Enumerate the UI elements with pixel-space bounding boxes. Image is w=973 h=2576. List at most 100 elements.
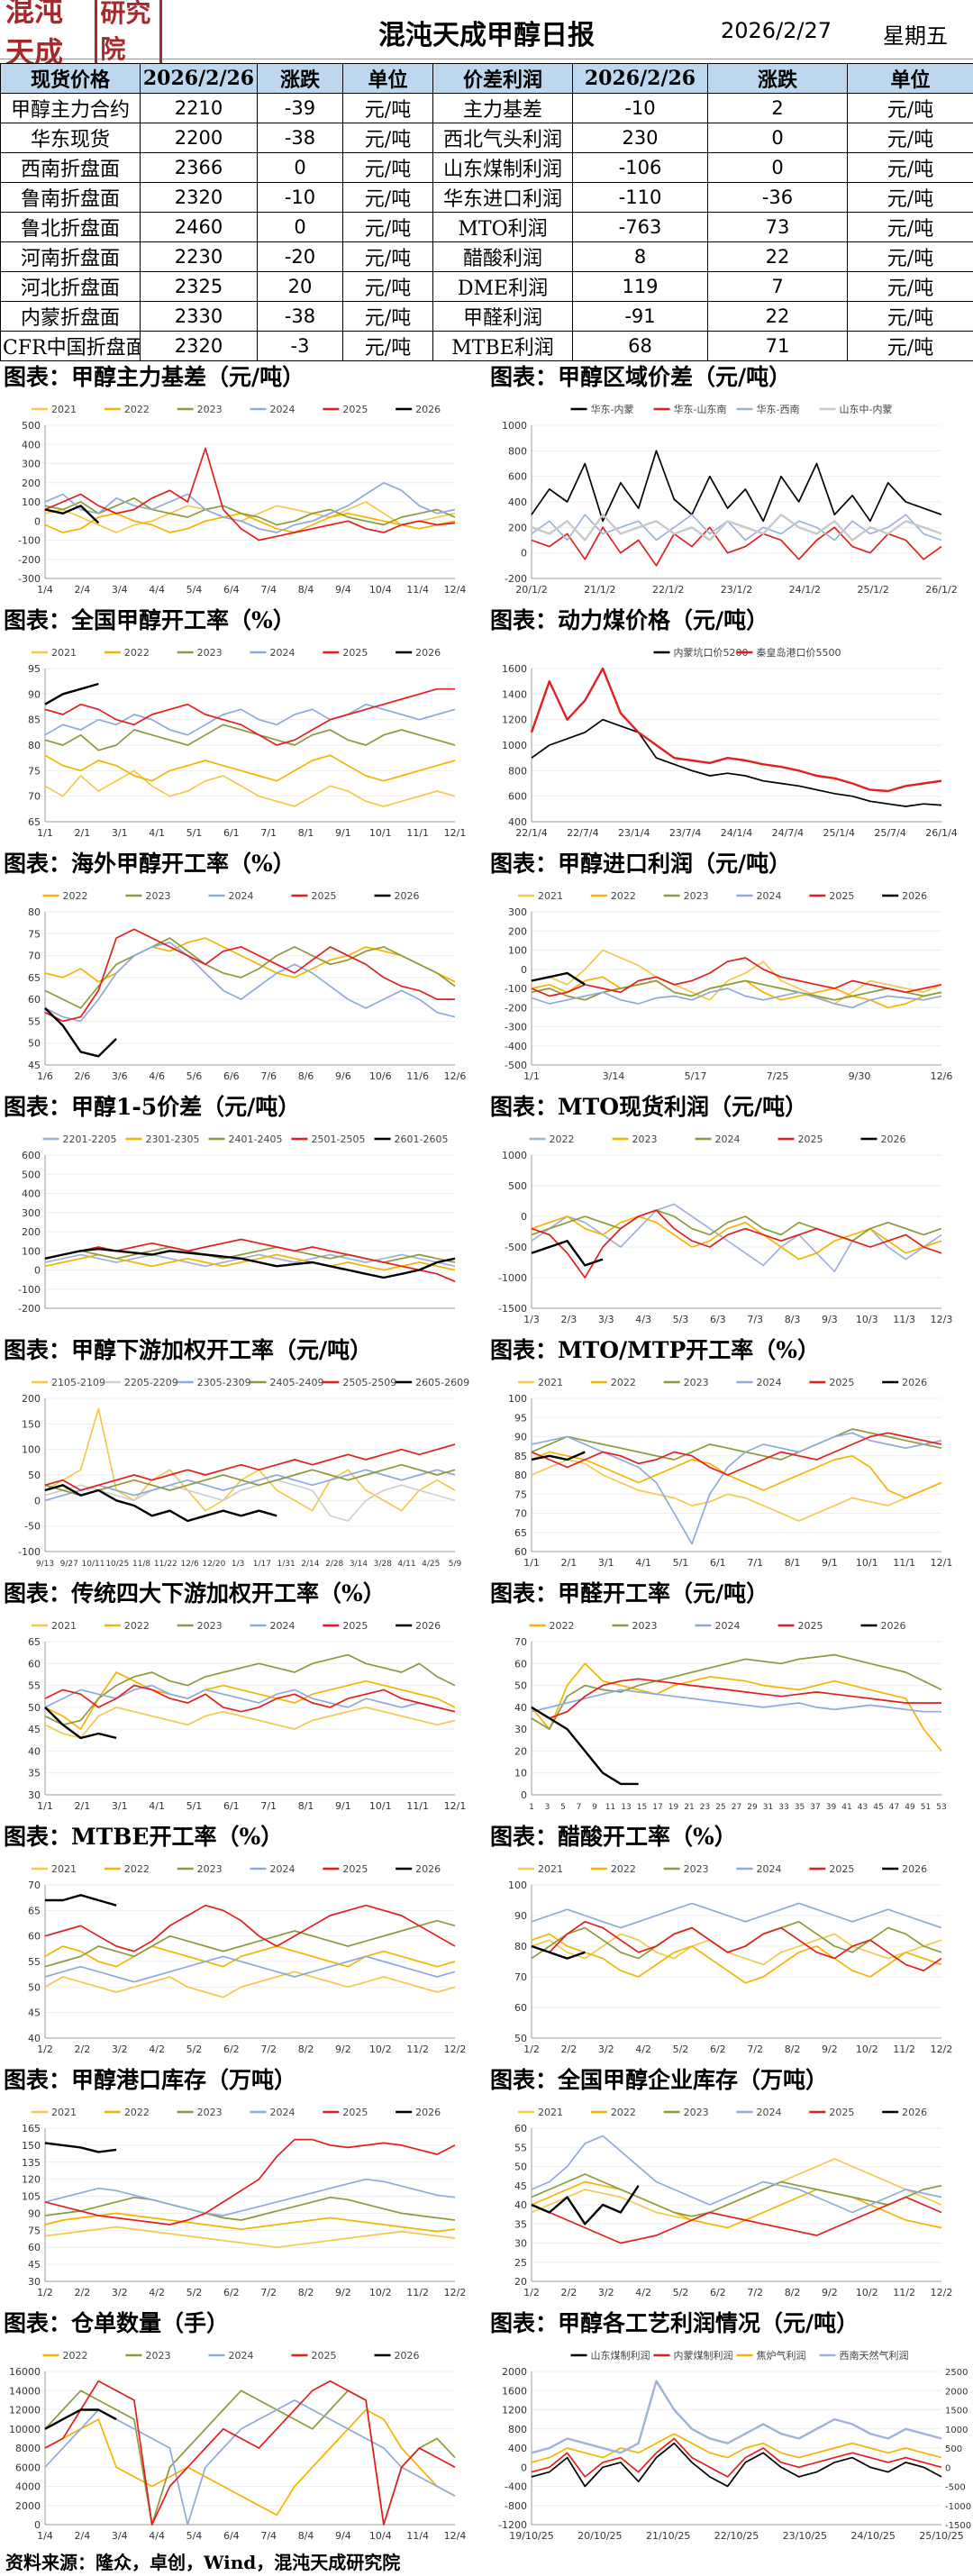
chart-svg: 2021 2022 2023 2024 2025 2026 30 45 60 75 90 105 120… <box>22 2107 466 2298</box>
x-tick-label: 6/3 <box>710 1314 726 1325</box>
table-cell: 元/吨 <box>342 331 433 361</box>
x-tick-label: 25/10/25 <box>919 2530 963 2542</box>
y-tick-label: 30 <box>514 1724 527 1735</box>
legend-label: 2026 <box>415 1863 441 1875</box>
y-tick-label: 60 <box>28 994 41 1006</box>
x-tick-label: 7/1 <box>747 1557 763 1569</box>
y2-tick-label: 2000 <box>945 2387 968 2397</box>
x-tick-label: 12/6 <box>444 1070 467 1082</box>
table-cell: -106 <box>572 152 708 183</box>
x-tick-label: 20/10/25 <box>577 2530 622 2542</box>
series-line-2026 <box>44 1707 117 1740</box>
x-tick-label: 4/6 <box>149 1070 165 1082</box>
chart-svg: 2022 2023 2024 2025 2026 0 2000 4000 6000 8000 100… <box>9 2350 466 2542</box>
series-line-秦皇岛港口价5500 <box>530 667 942 793</box>
series-line-2023 <box>44 1919 456 1968</box>
legend-label: 2023 <box>684 890 709 902</box>
y-tick-label: 600 <box>22 1150 41 1161</box>
x-tick-label: 10/4 <box>369 584 392 596</box>
series-line-2025 <box>44 2380 456 2526</box>
y-tick-label: 800 <box>508 765 527 777</box>
legend-label: 2022 <box>611 890 636 902</box>
series-line-2026 <box>531 1239 604 1267</box>
y-tick-label: 400 <box>508 496 527 508</box>
y-tick-label: -1000 <box>498 1272 527 1284</box>
table-cell: -38 <box>257 123 343 153</box>
x-tick-label: 9/1 <box>335 827 351 839</box>
series-line-2024 <box>531 2135 942 2214</box>
y-tick-label: 100 <box>22 1444 41 1456</box>
x-tick-label: 1/1 <box>523 1557 540 1569</box>
legend-label: 2024 <box>757 890 782 902</box>
chart-title: 图表：甲醇各工艺利润情况（元/吨） <box>490 2310 859 2336</box>
y-tick-label: 55 <box>28 1680 41 1692</box>
x-tick-label: 8/6 <box>298 1070 314 1082</box>
legend-label: 2205-2209 <box>124 1377 178 1388</box>
x-tick-label: 31 <box>763 1803 773 1812</box>
legend-label: 2501-2505 <box>312 1133 366 1145</box>
legend-label: 华东-山东南 <box>674 403 727 415</box>
x-tick-label: 13 <box>621 1803 631 1812</box>
chart-title: 图表：甲醇主力基差（元/吨） <box>4 364 305 390</box>
series-line-2023 <box>531 2173 942 2217</box>
y-tick-label: 70 <box>28 1880 41 1891</box>
legend-label: 2024 <box>229 2350 254 2362</box>
series-line-2026 <box>531 1451 586 1461</box>
legend-label: 2025 <box>829 1377 854 1388</box>
legend-label: 2024 <box>757 2107 782 2118</box>
y-tick-label: 50 <box>514 2162 527 2173</box>
series-line-2024 <box>44 703 456 736</box>
x-tick-label: 1/1 <box>37 827 53 839</box>
x-tick-label: 22/1/2 <box>652 584 684 596</box>
legend-label: 2025 <box>798 1133 823 1145</box>
x-tick-label: 41 <box>841 1803 851 1812</box>
chart-svg: 2021 2022 2023 2024 2025 2026 40 45 50 55 60 65 70 1/… <box>28 1863 466 2055</box>
series-line-2201-2205 <box>44 1253 456 1268</box>
series-line-2024 <box>44 1955 456 1983</box>
x-tick-label: 11/8 <box>132 1560 150 1569</box>
legend-label: 2505-2509 <box>342 1377 396 1388</box>
table-cell: DME利润 <box>432 271 573 302</box>
x-tick-label: 8/2 <box>785 2044 801 2055</box>
series-line-2021 <box>531 949 942 1005</box>
x-tick-label: 10/1 <box>856 1557 878 1569</box>
y-tick-label: 55 <box>28 1015 41 1027</box>
y-tick-label: 200 <box>22 478 41 489</box>
legend-label: 2026 <box>902 1377 927 1388</box>
y-tick-label: 0 <box>34 515 41 527</box>
x-tick-label: 5/6 <box>186 1070 203 1082</box>
x-tick-label: 8/2 <box>298 2287 314 2298</box>
x-tick-label: 7/2 <box>260 2044 277 2055</box>
y-tick-label: -50 <box>24 1521 41 1533</box>
chart-ent_inv: 图表：全国甲醇企业库存（万吨） 2021 2022 2023 2024 2025 2026 2… <box>486 2063 973 2307</box>
x-tick-label: 1 <box>529 1803 534 1812</box>
x-tick-label: 12/2 <box>931 2044 953 2055</box>
legend-label: 2021 <box>538 1863 563 1875</box>
table-cell: CFR中国折盘面 <box>0 331 141 361</box>
x-tick-label: 1/6 <box>37 1070 53 1082</box>
y-tick-label: 10 <box>514 1768 527 1780</box>
table-cell: 68 <box>572 331 708 361</box>
chart-formaldehyde: 图表：甲醛开工率（元/吨） 2022 2023 2024 2025 2026 0 10 20 30… <box>486 1577 973 1820</box>
x-tick-label: 3/2 <box>112 2044 128 2055</box>
x-tick-label: 2/2 <box>75 2044 91 2055</box>
table-row: 鲁南折盘面 2320 -10 元/吨 华东进口利润 -110 -36 元/吨 <box>0 182 973 213</box>
x-tick-label: 2/3 <box>561 1314 577 1325</box>
x-tick-label: 11/3 <box>893 1314 915 1325</box>
y-tick-label: 30 <box>514 2238 527 2250</box>
y-tick-label: 14000 <box>9 2385 41 2397</box>
y-tick-label: 500 <box>22 420 41 432</box>
x-tick-label: 7/25 <box>767 1070 789 1082</box>
x-tick-label: 19 <box>668 1803 679 1812</box>
x-tick-label: 1/3 <box>523 1314 540 1325</box>
chart-title: 图表：甲醇区域价差（元/吨） <box>490 364 792 390</box>
y-tick-label: 2000 <box>502 2366 527 2378</box>
x-tick-label: 21/1/2 <box>584 584 615 596</box>
x-tick-label: 11/2 <box>406 2044 429 2055</box>
y2-tick-label: -1000 <box>945 2502 971 2512</box>
x-tick-label: 23 <box>700 1803 710 1812</box>
y-tick-label: 50 <box>28 1470 41 1481</box>
series-line-2025 <box>44 1904 456 1952</box>
x-tick-label: 3/6 <box>112 1070 128 1082</box>
legend-label: 2025 <box>829 2107 854 2118</box>
